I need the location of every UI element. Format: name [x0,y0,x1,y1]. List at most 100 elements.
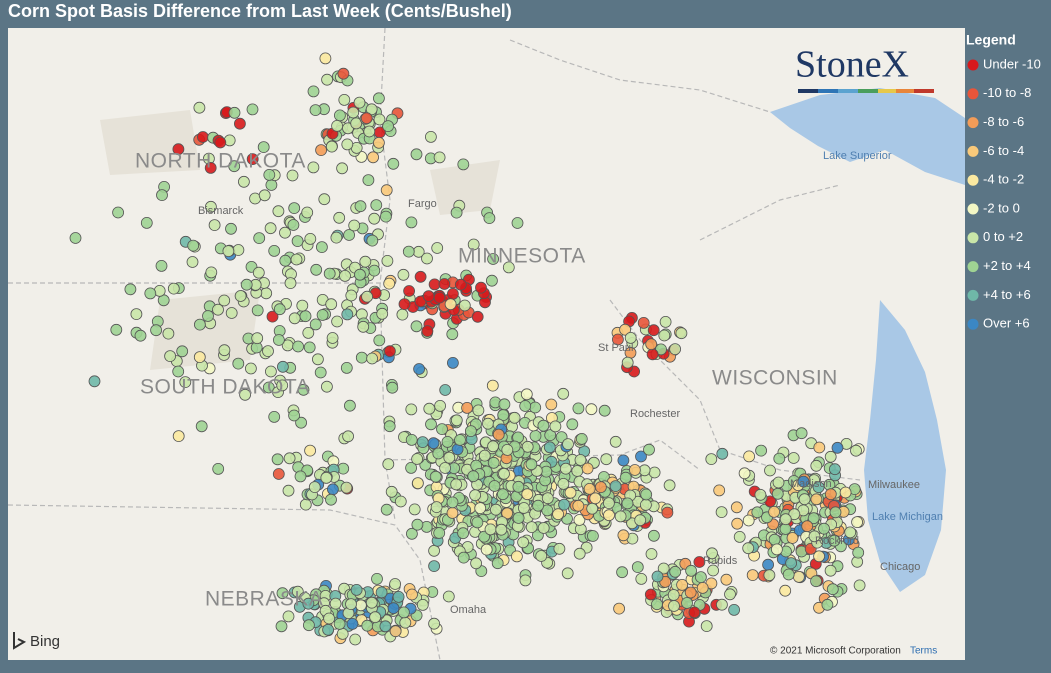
map-point [363,125,376,138]
map-point [635,573,648,585]
map-point [347,106,360,119]
map-point [442,590,455,603]
map-point [264,222,277,235]
map-point [162,327,175,340]
map-point [557,477,570,490]
map-point [302,619,315,632]
map-point [403,285,416,297]
map-point [214,136,227,149]
map-point [512,480,525,493]
map-point [411,518,424,531]
map-point [339,269,351,282]
map-point [333,618,346,630]
map-point [464,425,477,438]
map-point [685,564,697,577]
map-point [470,557,483,570]
map-point [196,131,209,143]
map-point [294,470,307,483]
map-point [110,323,123,336]
terms-link[interactable]: Terms [910,646,937,657]
map-point [467,238,480,251]
map-point [307,85,320,98]
logo: StoneX [795,44,934,93]
map-point [371,573,383,585]
map-point [366,352,379,365]
lake-superior [770,88,965,185]
map-point [693,556,706,568]
map-point [369,611,382,624]
map-point [537,522,550,534]
map-point [315,144,328,157]
map-point [193,101,206,114]
map-point [450,414,463,427]
map-point [397,268,410,281]
map-point [824,450,837,463]
map-point [410,148,423,161]
legend-swatch [967,174,979,186]
map-point [350,584,363,596]
map-point [260,287,273,300]
map-point [414,270,427,283]
map-point [621,356,634,369]
map-point [406,588,418,601]
map-point [252,266,265,279]
map-point [566,418,579,431]
map-point [746,569,759,581]
map-point [619,323,631,336]
map-point [446,507,459,519]
map-point [308,481,321,494]
map-point [609,435,622,448]
map-point [589,492,602,505]
title: Corn Spot Basis Difference from Last Wee… [8,1,512,21]
state-label: NEBRASKA [205,588,323,611]
map-point [424,130,437,143]
map-point [518,502,530,514]
map-point [411,453,424,465]
map-point [826,583,839,596]
map-point [251,304,264,317]
legend-label: -4 to -2 [983,172,1024,187]
map-point [480,543,493,556]
map-point [228,106,241,119]
map-point [340,481,353,494]
map-point [318,193,331,206]
map-point [422,290,435,303]
map-point [614,510,627,523]
map-point [486,379,499,392]
city-label: Bismarck [198,205,244,217]
map-point [299,498,312,511]
map-point [558,498,570,511]
map-point [511,217,524,229]
map-point [179,376,192,389]
map-point [545,398,558,411]
map-point [575,432,588,445]
map-point [345,289,358,302]
map-point [621,497,634,510]
water-label: Lake Superior [823,150,892,162]
map-point [647,324,660,337]
legend-label: Over +6 [983,316,1030,331]
map-point [839,486,852,499]
map-point [283,452,296,465]
legend-label: -2 to 0 [983,200,1020,215]
map-point [379,210,392,223]
map-point [498,398,511,411]
map-point [644,588,657,601]
map-point [342,430,355,443]
map-point [389,625,402,638]
map-point [785,557,797,569]
map-point [323,612,336,625]
map-point [852,546,865,559]
map-point [634,514,647,527]
map[interactable]: NORTH DAKOTA SOUTH DAKOTA MINNESOTA WISC… [8,28,965,660]
map-point [446,287,459,300]
map-point [368,212,381,225]
map-point [439,384,452,396]
map-point [573,514,586,526]
map-point [705,453,718,466]
map-point [810,459,823,472]
map-point [144,287,157,300]
map-point [291,235,304,248]
map-point [428,278,441,291]
map-point [532,499,544,512]
